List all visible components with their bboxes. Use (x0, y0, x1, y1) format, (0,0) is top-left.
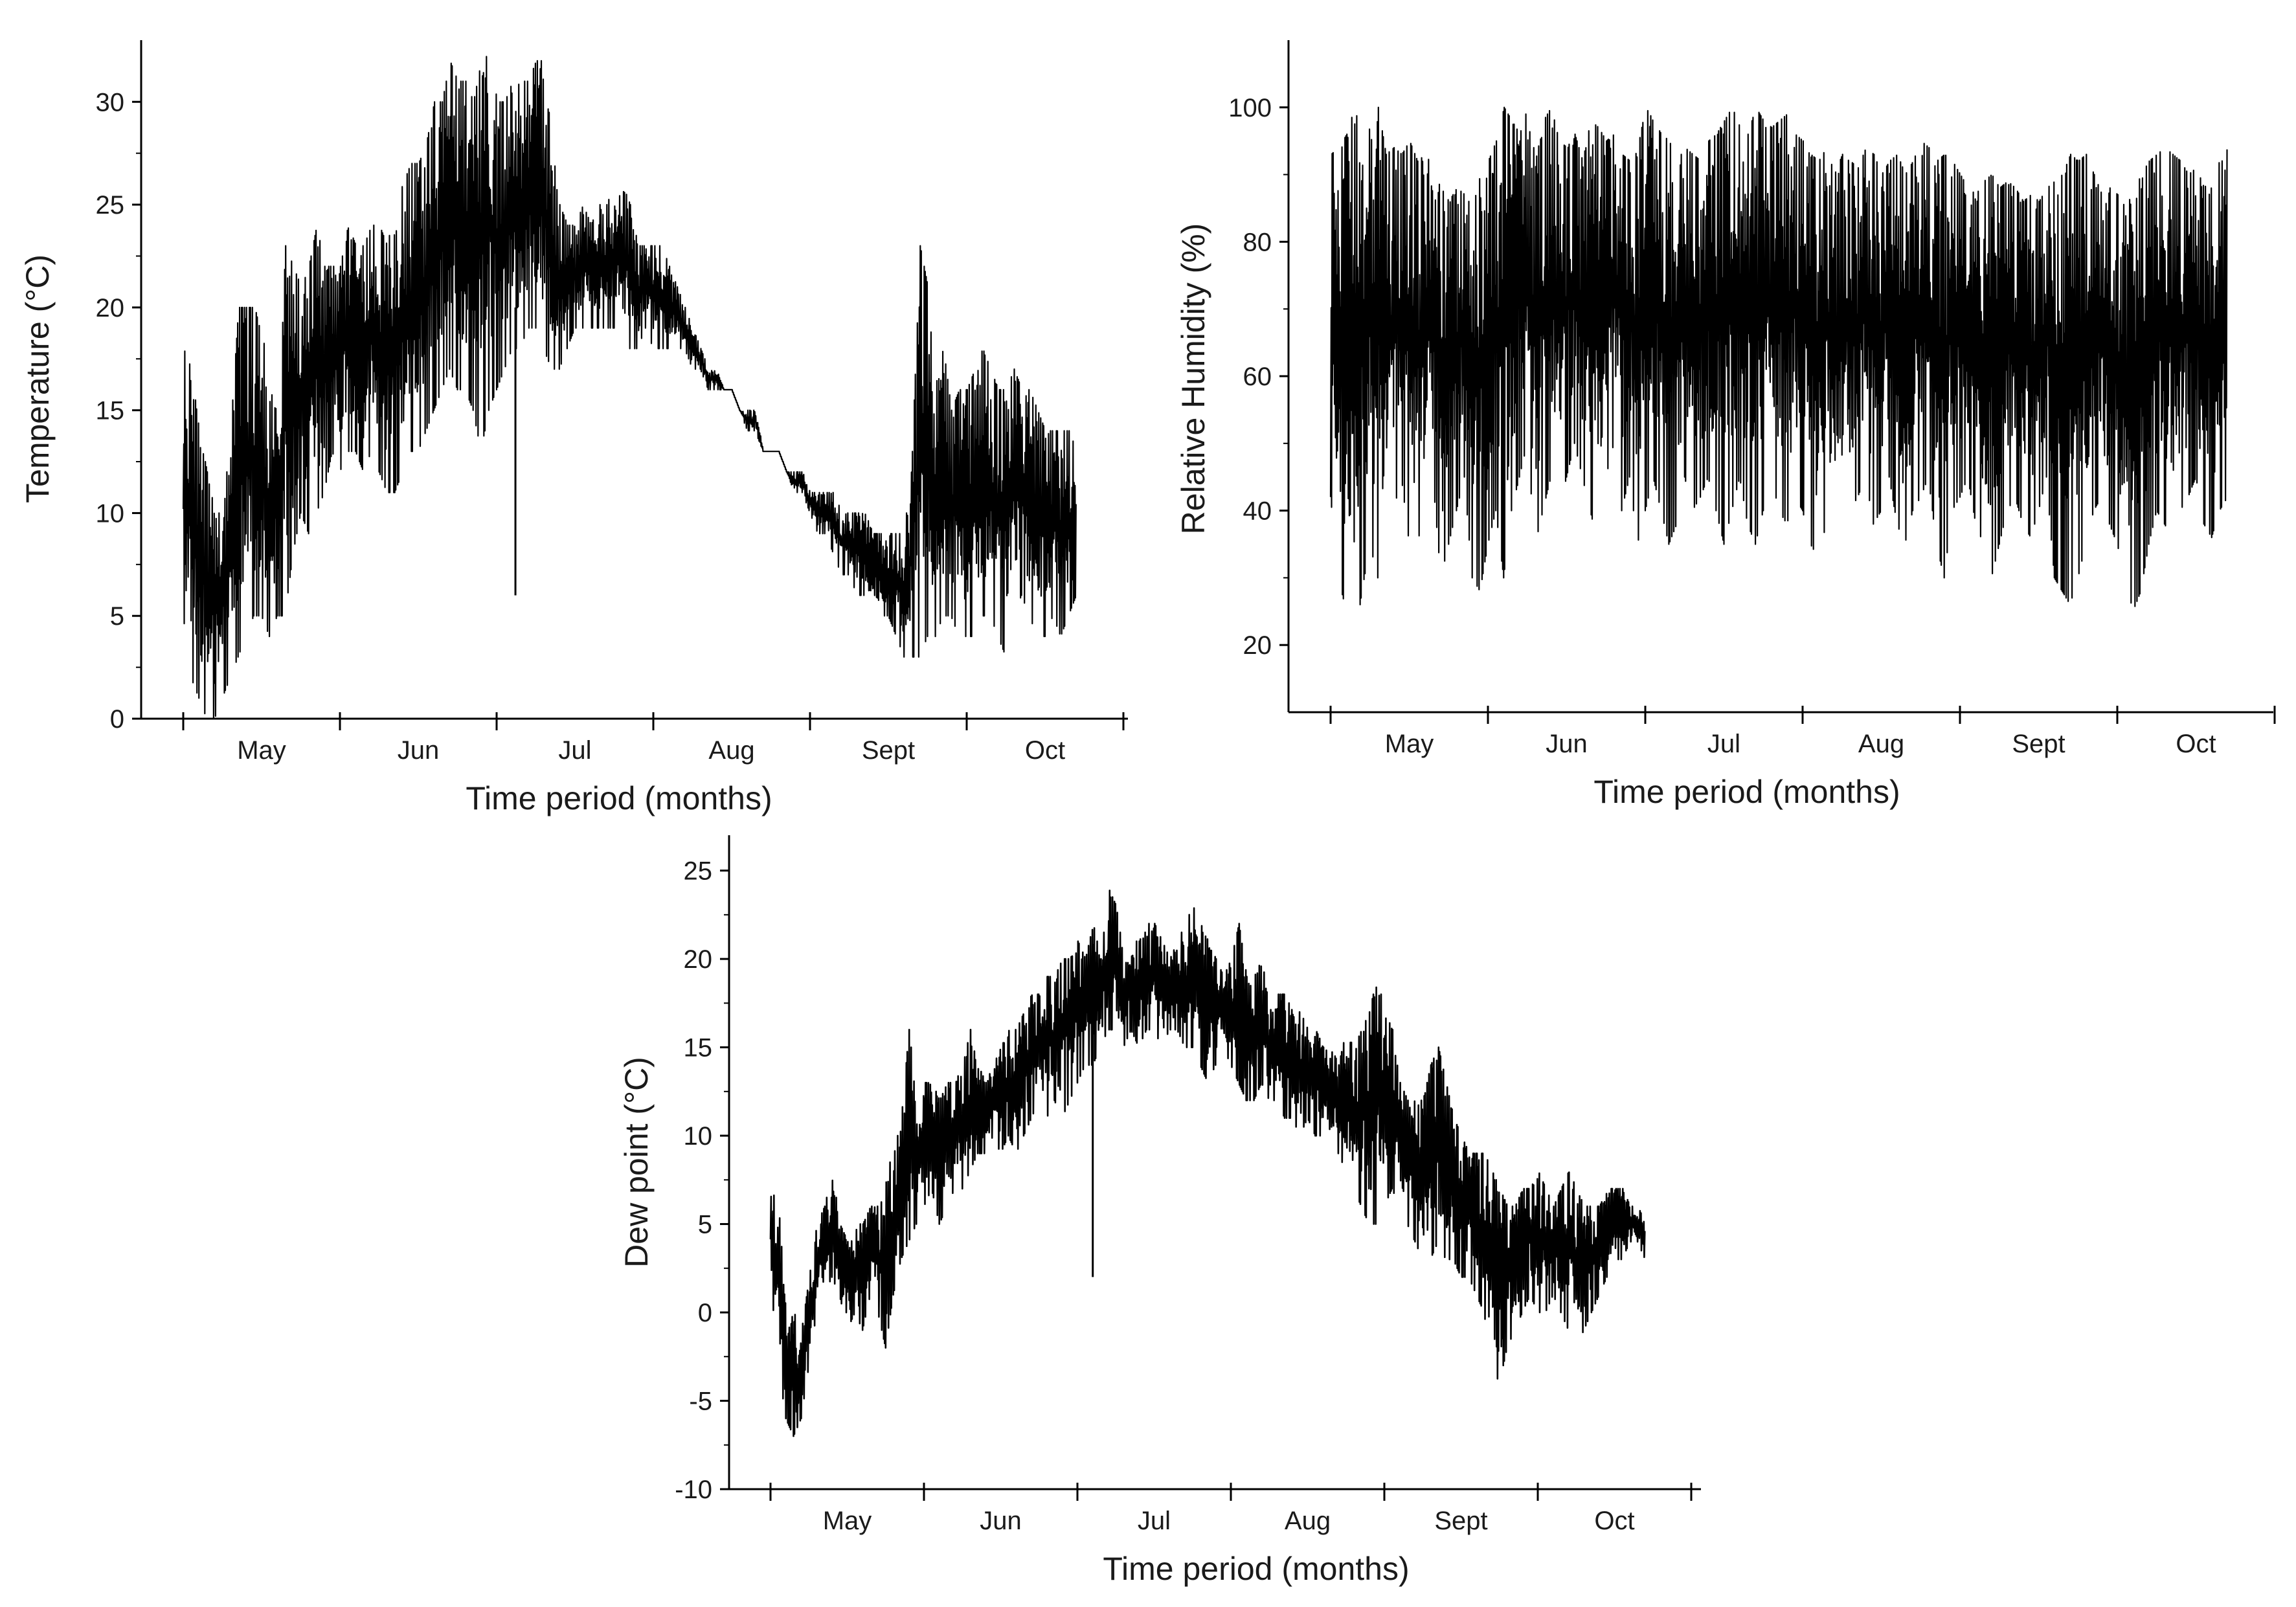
dewpoint-ytick-label: 5 (698, 1211, 712, 1239)
temperature-xtick-label: Jul (558, 736, 591, 765)
dewpoint-xtick-label: Sept (1434, 1507, 1487, 1535)
temperature-ticks: 0 5 10 15 20 25 30 May Jun Jul Aug Sept Oct (96, 88, 1125, 765)
humidity-ytick-label: 80 (1243, 228, 1272, 256)
dewpoint-ytick-label: 10 (684, 1122, 713, 1151)
humidity-ylabel: Relative Humidity (%) (1175, 223, 1211, 535)
temperature-xtick-label: Jun (398, 736, 440, 765)
temperature-ytick-label: 30 (96, 88, 125, 117)
dewpoint-xlabel: Time period (months) (1103, 1551, 1409, 1587)
dewpoint-chart: -10 -5 0 5 10 15 20 25 May Jun Jul Aug Sept Oct Time … (618, 835, 1701, 1587)
dewpoint-xtick-label: May (823, 1507, 872, 1535)
humidity-xtick-label: Jun (1546, 730, 1588, 758)
temperature-ytick-label: 15 (96, 397, 125, 425)
temperature-xlabel: Time period (months) (466, 780, 772, 816)
humidity-series-line (1329, 106, 2228, 607)
temperature-xtick-label: Oct (1025, 736, 1065, 765)
dewpoint-ytick-label: -5 (689, 1388, 712, 1416)
dewpoint-series-line (769, 890, 1646, 1437)
dewpoint-ticks: -10 -5 0 5 10 15 20 25 May Jun Jul Aug Sept Oct (675, 857, 1693, 1535)
temperature-ytick-label: 25 (96, 191, 125, 219)
dewpoint-ytick-label: 20 (684, 945, 713, 974)
dewpoint-ytick-label: 0 (698, 1299, 712, 1327)
humidity-xtick-label: Oct (2176, 730, 2216, 758)
humidity-xtick-label: Aug (1858, 730, 1904, 758)
temperature-ytick-label: 10 (96, 499, 125, 528)
temperature-xtick-label: Sept (862, 736, 915, 765)
humidity-ytick-label: 40 (1243, 497, 1272, 526)
humidity-chart: 20 40 60 80 100 May Jun Jul Aug Sept Oct Time peri… (1175, 40, 2276, 810)
humidity-data (1329, 106, 2228, 607)
dewpoint-xtick-label: Jun (980, 1507, 1022, 1535)
dewpoint-ytick-label: 25 (684, 857, 713, 886)
dewpoint-xtick-label: Oct (1594, 1507, 1634, 1535)
temperature-xtick-label: Aug (708, 736, 754, 765)
dewpoint-ytick-label: -10 (675, 1476, 712, 1504)
temperature-ytick-label: 0 (110, 705, 124, 734)
humidity-xtick-label: Jul (1707, 730, 1740, 758)
temperature-xtick-label: May (237, 736, 286, 765)
dewpoint-xtick-label: Aug (1285, 1507, 1331, 1535)
temperature-ytick-label: 5 (110, 602, 124, 631)
humidity-ytick-label: 60 (1243, 363, 1272, 391)
humidity-ticks: 20 40 60 80 100 May Jun Jul Aug Sept Oct (1228, 94, 2276, 758)
dewpoint-ylabel: Dew point (°C) (618, 1057, 655, 1268)
humidity-ytick-label: 100 (1228, 94, 1272, 122)
humidity-ytick-label: 20 (1243, 631, 1272, 660)
dewpoint-data (769, 890, 1646, 1437)
humidity-xlabel: Time period (months) (1593, 774, 1900, 810)
humidity-xtick-label: Sept (2012, 730, 2065, 758)
humidity-xtick-label: May (1385, 730, 1434, 758)
dewpoint-ytick-label: 15 (684, 1034, 713, 1062)
temperature-series-line (182, 56, 1077, 720)
temperature-chart: 0 5 10 15 20 25 30 May Jun Jul Aug Sept Oct Time per… (19, 40, 1128, 816)
temperature-ylabel: Temperature (°C) (19, 254, 56, 503)
temperature-data (182, 56, 1077, 720)
dewpoint-xtick-label: Jul (1138, 1507, 1171, 1535)
temperature-ytick-label: 20 (96, 294, 125, 322)
